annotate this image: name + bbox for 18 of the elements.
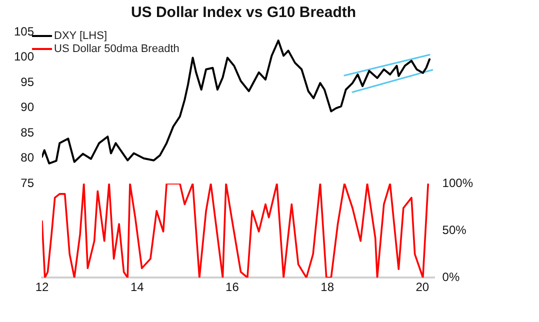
y-tick-label: 100 [14, 50, 34, 64]
y-tick-label: 95 [20, 74, 34, 89]
y-tick-label: 85 [20, 125, 34, 140]
x-tick-label: 14 [130, 280, 144, 294]
y2-tick-label: 50% [442, 222, 467, 237]
x-tick-label: 16 [226, 280, 240, 294]
y-tick-label: 90 [20, 100, 34, 114]
y-tick-label: 75 [20, 176, 34, 190]
y-tick-label: 80 [20, 150, 34, 165]
legend-label: US Dollar 50dma Breadth [54, 43, 180, 56]
y-tick-label: 105 [14, 24, 34, 38]
x-tick-label: 18 [320, 280, 334, 294]
x-tick-label: 12 [35, 280, 50, 294]
x-tick-label: 20 [416, 280, 430, 294]
y2-tick-label: 100% [442, 176, 474, 190]
y2-tick-label: 0% [442, 270, 460, 284]
chart-title: US Dollar Index vs G10 Breadth [130, 4, 356, 22]
legend-label: DXY [LHS] [54, 30, 108, 42]
